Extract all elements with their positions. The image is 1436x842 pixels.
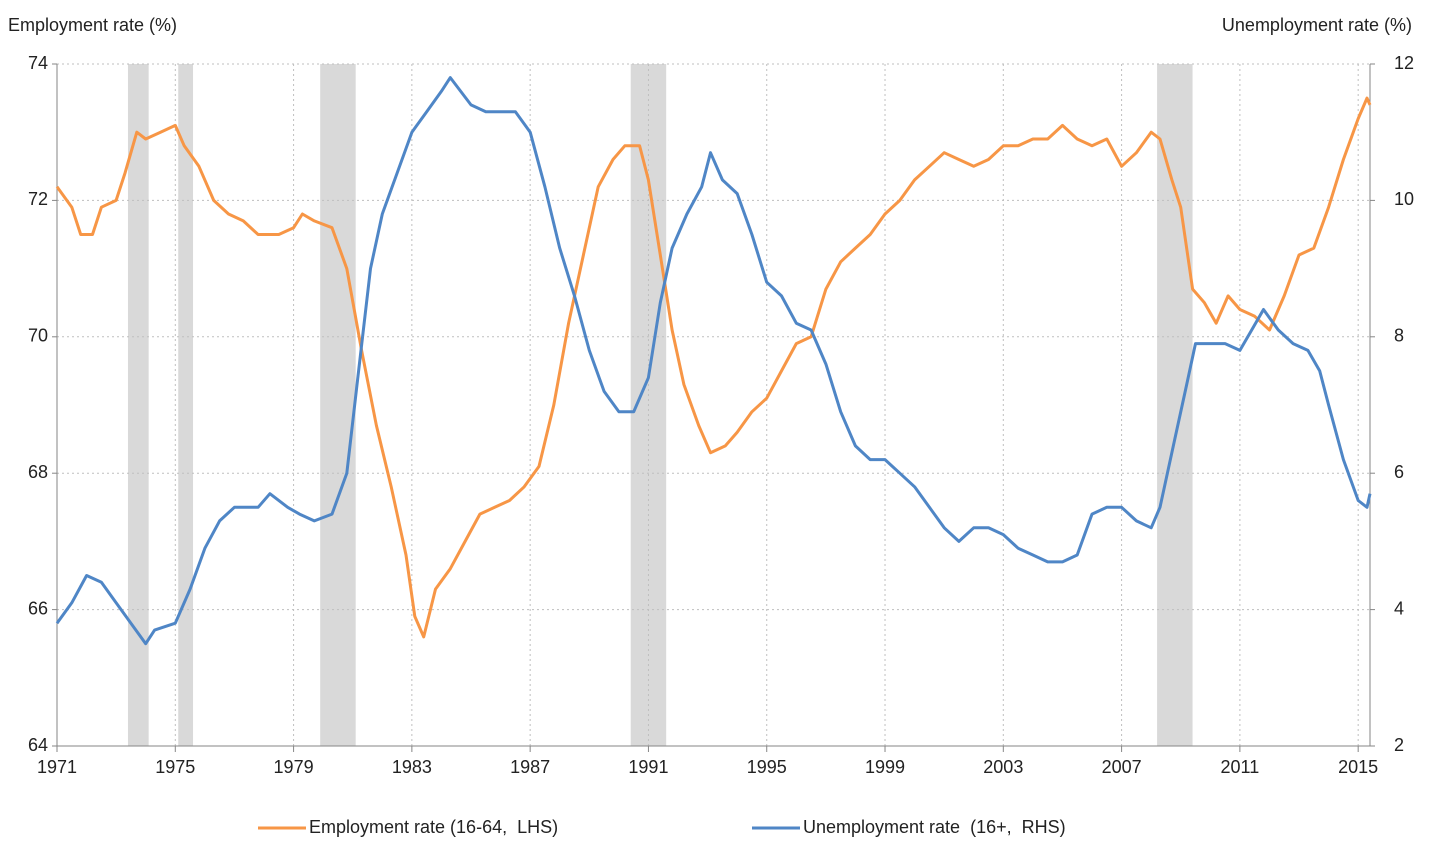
x-tick-label: 2011 bbox=[1221, 757, 1260, 777]
y2-tick-label: 6 bbox=[1394, 462, 1404, 482]
recession-band bbox=[1157, 64, 1193, 746]
y-tick-label: 64 bbox=[28, 735, 48, 755]
x-tick-label: 1991 bbox=[628, 757, 668, 777]
x-tick-label: 1971 bbox=[37, 757, 77, 777]
legend-label: Unemployment rate (16+, RHS) bbox=[803, 817, 1066, 837]
y2-tick-label: 2 bbox=[1394, 735, 1404, 755]
x-tick-label: 2003 bbox=[983, 757, 1023, 777]
legend-label: Employment rate (16-64, LHS) bbox=[309, 817, 558, 837]
x-tick-label: 1979 bbox=[274, 757, 314, 777]
series-line bbox=[55, 96, 1372, 639]
x-tick-label: 1995 bbox=[747, 757, 787, 777]
x-tick-label: 2007 bbox=[1102, 757, 1142, 777]
y2-tick-label: 12 bbox=[1394, 53, 1414, 73]
y-tick-label: 70 bbox=[28, 326, 48, 346]
y2-axis-title: Unemployment rate (%) bbox=[1222, 15, 1412, 35]
series-line bbox=[55, 76, 1372, 646]
y2-tick-label: 10 bbox=[1394, 189, 1414, 209]
y-axis-title: Employment rate (%) bbox=[8, 15, 177, 35]
y-tick-label: 68 bbox=[28, 462, 48, 482]
x-tick-label: 2015 bbox=[1338, 757, 1378, 777]
recession-band bbox=[178, 64, 194, 746]
y2-tick-label: 4 bbox=[1394, 598, 1404, 618]
y-tick-label: 72 bbox=[28, 189, 48, 209]
recession-band bbox=[320, 64, 356, 746]
x-tick-label: 1999 bbox=[865, 757, 905, 777]
recession-band bbox=[127, 64, 149, 746]
x-tick-label: 1983 bbox=[392, 757, 432, 777]
y-tick-label: 66 bbox=[28, 598, 48, 618]
x-tick-label: 1975 bbox=[155, 757, 195, 777]
y2-tick-label: 8 bbox=[1394, 326, 1404, 346]
x-tick-label: 1987 bbox=[510, 757, 550, 777]
y-tick-label: 74 bbox=[28, 53, 48, 73]
